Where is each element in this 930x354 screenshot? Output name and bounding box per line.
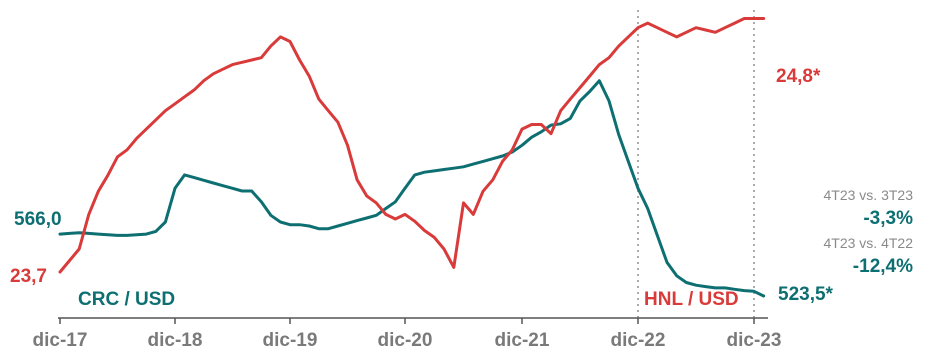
x-tick-label: dic-20 [378, 330, 433, 351]
crc-series-name: CRC / USD [78, 289, 175, 310]
annotation-1-value: -3,3% [863, 208, 913, 229]
crc-end-label: 523,5* [778, 284, 834, 305]
crc-start-label: 566,0 [14, 209, 62, 230]
x-tick-label: dic-18 [148, 330, 203, 351]
x-tick-label: dic-22 [611, 330, 666, 351]
hnl-series-name: HNL / USD [644, 289, 739, 310]
x-tick-label: dic-17 [33, 330, 88, 351]
series-line-hnl-usd [58, 17, 766, 274]
annotation-2-value: -12,4% [853, 256, 913, 277]
series-layer [58, 17, 766, 298]
hnl-end-label: 24,8* [776, 66, 821, 87]
x-tick-label: dic-19 [263, 330, 318, 351]
x-tick-label: dic-23 [727, 330, 782, 351]
x-axis-ticks: dic-17 dic-18 dic-19 dic-20 dic-21 dic-22 dic-… [33, 318, 782, 351]
annotation-2-subtitle: 4T23 vs. 4T22 [824, 235, 914, 251]
reference-lines [637, 10, 755, 318]
hnl-start-label: 23,7 [10, 266, 47, 287]
series-line-crc-usd [58, 79, 766, 298]
x-tick-label: dic-21 [495, 330, 550, 351]
annotation-1-subtitle: 4T23 vs. 3T23 [824, 187, 914, 203]
